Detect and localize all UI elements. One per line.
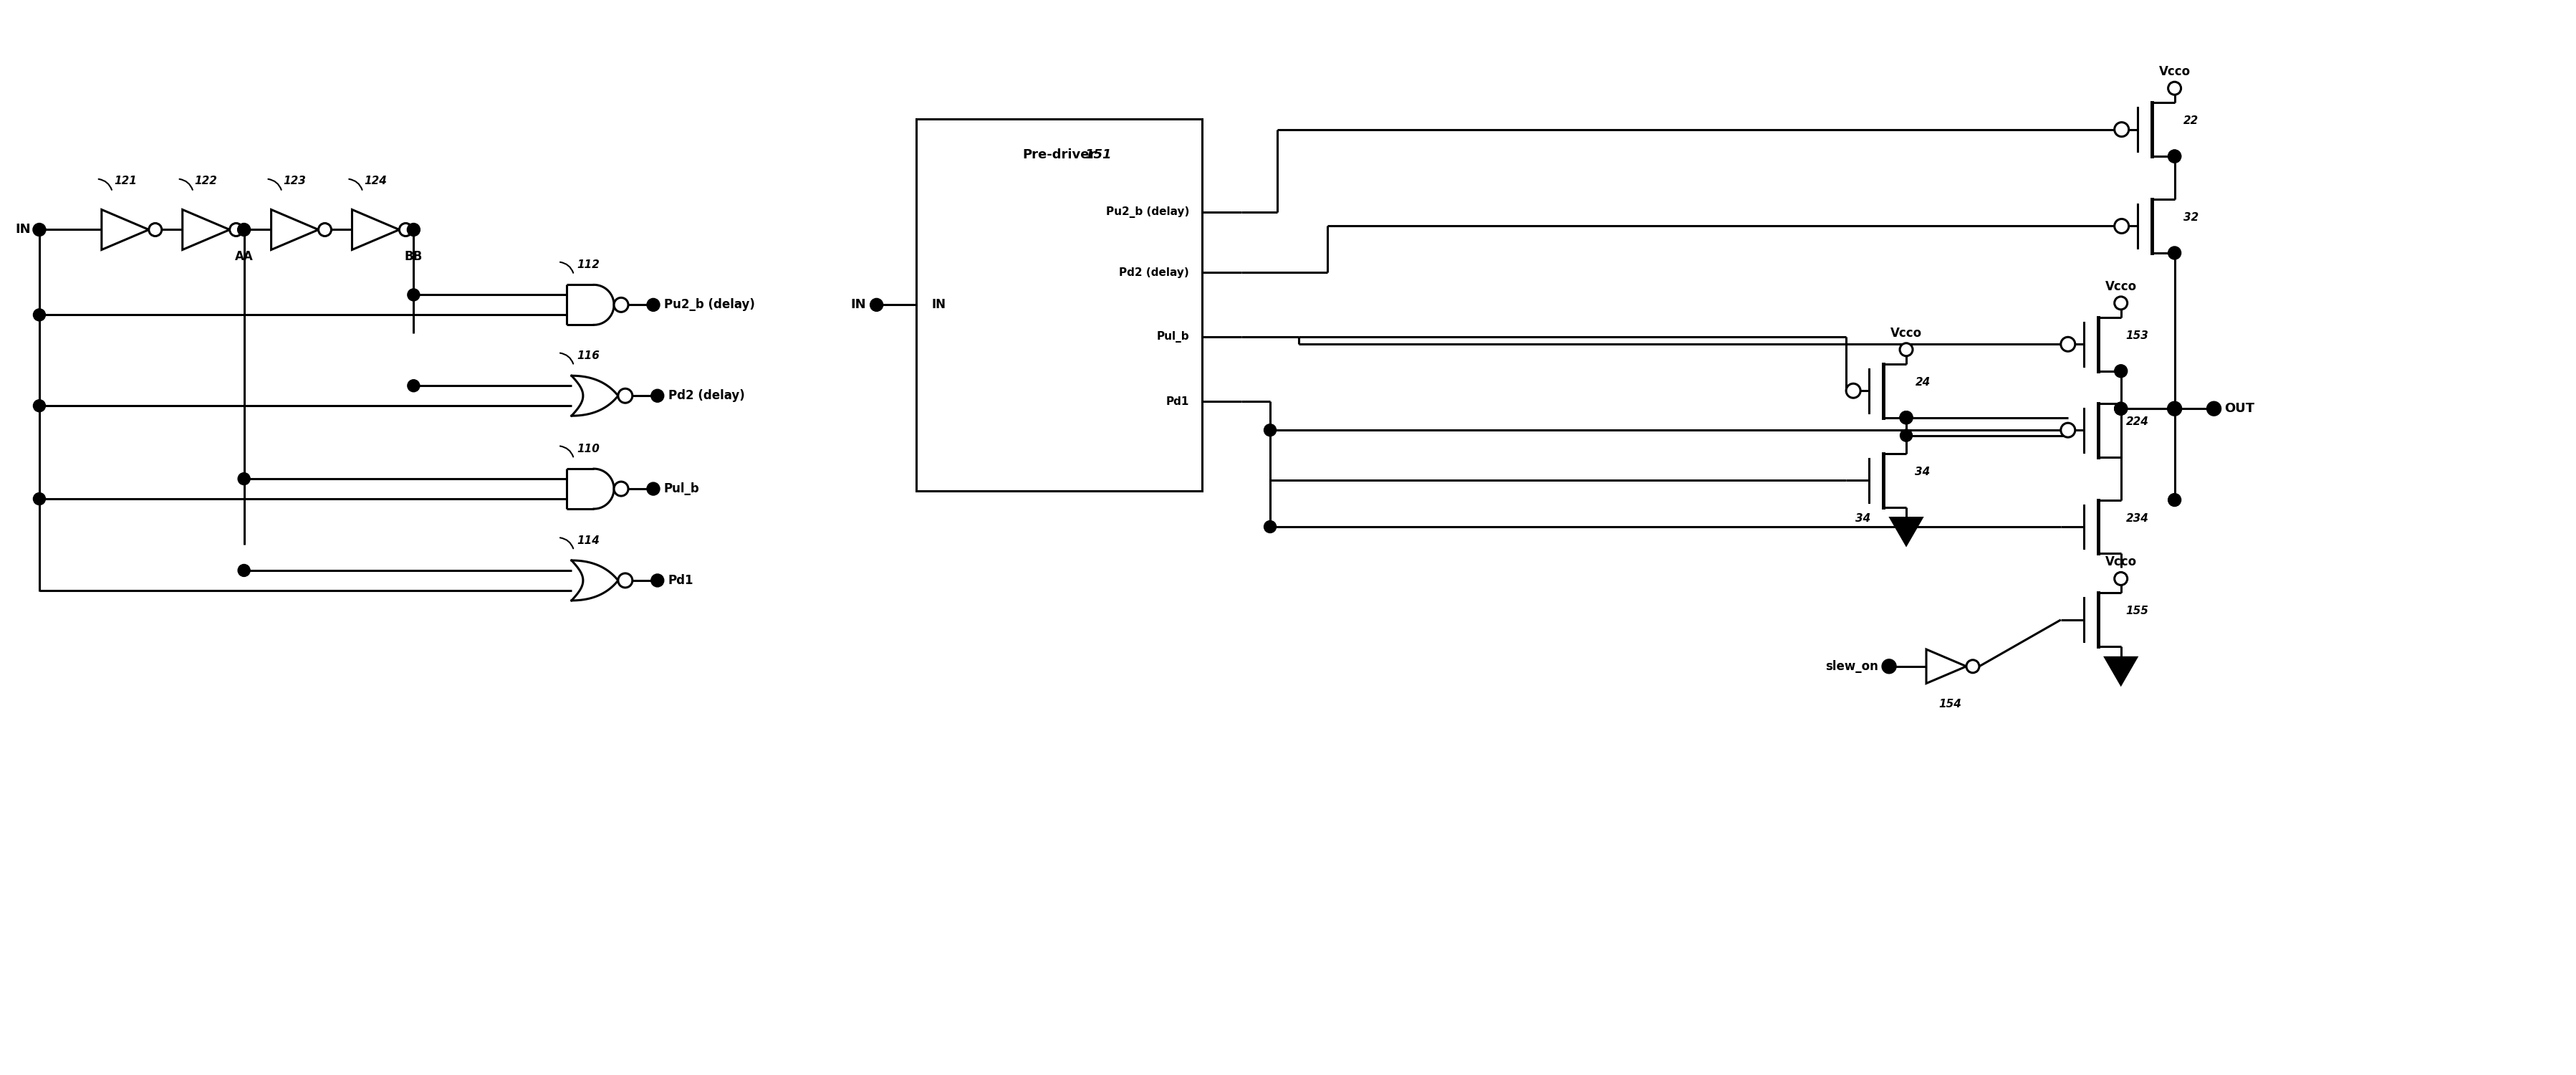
Text: Pu2_b (delay): Pu2_b (delay) (665, 299, 755, 312)
Text: 110: 110 (577, 444, 600, 455)
Text: 151: 151 (1084, 148, 1113, 161)
Circle shape (237, 564, 250, 576)
Text: 155: 155 (2125, 606, 2148, 617)
Text: IN: IN (15, 224, 31, 236)
Circle shape (1901, 343, 1911, 356)
Polygon shape (2105, 658, 2136, 685)
Circle shape (2061, 338, 2076, 352)
Circle shape (2115, 402, 2128, 415)
Text: 24: 24 (1914, 376, 1929, 387)
Circle shape (2115, 402, 2128, 415)
Text: 124: 124 (363, 175, 386, 186)
Text: slew_on: slew_on (1826, 660, 1878, 673)
Circle shape (33, 309, 46, 321)
Circle shape (229, 224, 242, 236)
Text: Pd2 (delay): Pd2 (delay) (667, 389, 744, 402)
Circle shape (319, 224, 332, 236)
Circle shape (647, 483, 659, 496)
Polygon shape (1891, 518, 1922, 545)
Text: 114: 114 (577, 535, 600, 546)
Text: Pd1: Pd1 (667, 574, 693, 587)
Circle shape (33, 492, 46, 505)
Text: BB: BB (404, 250, 422, 263)
Circle shape (407, 289, 420, 301)
Circle shape (149, 224, 162, 236)
Circle shape (618, 388, 634, 403)
Circle shape (33, 224, 46, 236)
Text: 116: 116 (577, 350, 600, 361)
Text: 121: 121 (113, 175, 137, 186)
Circle shape (2115, 364, 2128, 377)
Circle shape (2169, 149, 2182, 162)
Text: 122: 122 (196, 175, 216, 186)
Text: Pu2_b (delay): Pu2_b (delay) (1105, 206, 1190, 217)
Circle shape (2208, 401, 2221, 416)
Circle shape (407, 224, 420, 236)
Text: 34: 34 (1914, 467, 1929, 477)
Text: 34: 34 (1855, 513, 1870, 524)
Circle shape (1901, 411, 1911, 424)
Text: Pd1: Pd1 (1167, 396, 1190, 406)
Circle shape (652, 389, 665, 402)
Text: Pre-driver: Pre-driver (1023, 148, 1095, 161)
Polygon shape (183, 210, 229, 249)
Circle shape (2169, 246, 2182, 259)
Text: 112: 112 (577, 260, 600, 271)
Polygon shape (1927, 649, 1965, 684)
Circle shape (613, 482, 629, 496)
Text: Vcco: Vcco (1891, 327, 1922, 340)
Circle shape (2115, 297, 2128, 310)
Text: 32: 32 (2184, 212, 2200, 223)
Circle shape (652, 574, 665, 587)
Polygon shape (100, 210, 149, 249)
Circle shape (1901, 429, 1911, 442)
Circle shape (647, 299, 659, 312)
Text: 224: 224 (2125, 416, 2148, 427)
Circle shape (1847, 384, 1860, 398)
Circle shape (2115, 123, 2128, 137)
Circle shape (407, 379, 420, 391)
Text: Pd2 (delay): Pd2 (delay) (1118, 268, 1190, 278)
Circle shape (2061, 422, 2076, 438)
Text: 22: 22 (2184, 115, 2200, 126)
Circle shape (2169, 149, 2182, 162)
Text: 153: 153 (2125, 330, 2148, 341)
Circle shape (1965, 660, 1978, 673)
Text: OUT: OUT (2226, 402, 2254, 415)
Circle shape (618, 573, 634, 588)
Circle shape (2169, 493, 2182, 506)
Circle shape (1901, 411, 1911, 424)
Circle shape (399, 224, 412, 236)
Text: IN: IN (850, 299, 866, 312)
Text: Vcco: Vcco (2159, 66, 2190, 78)
Text: 154: 154 (1940, 699, 1960, 710)
Circle shape (237, 473, 250, 485)
Circle shape (2115, 572, 2128, 585)
Circle shape (1265, 520, 1275, 533)
Text: 234: 234 (2125, 513, 2148, 524)
Circle shape (871, 299, 884, 312)
Text: AA: AA (234, 250, 252, 263)
Text: Vcco: Vcco (2105, 556, 2136, 569)
Text: Pul_b: Pul_b (665, 483, 701, 496)
Polygon shape (353, 210, 399, 249)
Circle shape (613, 298, 629, 312)
Bar (917, 118, 1203, 491)
Circle shape (237, 224, 250, 236)
Circle shape (33, 400, 46, 412)
Text: 123: 123 (283, 175, 307, 186)
Text: Vcco: Vcco (2105, 281, 2136, 293)
Circle shape (2169, 82, 2182, 95)
Circle shape (1265, 424, 1275, 436)
Circle shape (2115, 219, 2128, 233)
Circle shape (2166, 401, 2182, 416)
Text: Pul_b: Pul_b (1157, 331, 1190, 343)
Circle shape (1883, 659, 1896, 674)
Polygon shape (270, 210, 319, 249)
Text: IN: IN (933, 299, 945, 312)
